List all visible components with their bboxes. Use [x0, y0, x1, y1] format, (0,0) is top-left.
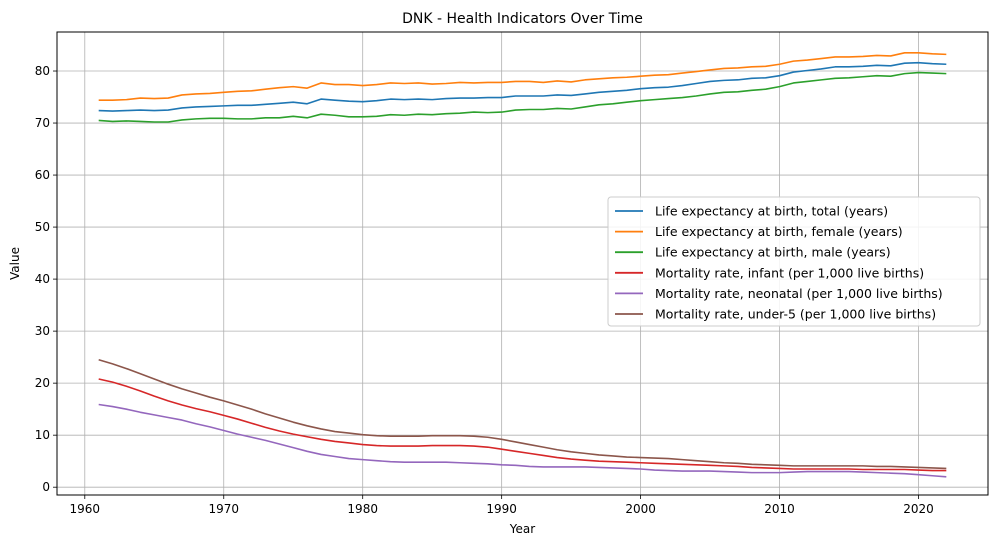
x-tick-label: 1990	[486, 502, 517, 516]
legend-label: Mortality rate, neonatal (per 1,000 live…	[655, 286, 943, 301]
y-tick-label: 50	[35, 220, 50, 234]
series-line-2	[98, 52, 947, 101]
series-line-1	[98, 61, 947, 112]
legend-label: Life expectancy at birth, female (years)	[655, 224, 903, 239]
legend-label: Life expectancy at birth, total (years)	[655, 204, 888, 219]
legend-label: Life expectancy at birth, male (years)	[655, 245, 891, 260]
y-tick-label: 40	[35, 272, 50, 286]
legend-label: Mortality rate, infant (per 1,000 live b…	[655, 265, 924, 280]
grid	[57, 32, 988, 495]
y-tick-label: 20	[35, 376, 50, 390]
y-tick-label: 80	[35, 64, 50, 78]
y-tick-label: 0	[42, 480, 50, 494]
y-tick-label: 10	[35, 428, 50, 442]
series-line-5	[98, 403, 947, 478]
y-tick-label: 30	[35, 324, 50, 338]
x-tick-label: 1970	[208, 502, 239, 516]
legend: Life expectancy at birth, total (years) L…	[607, 196, 981, 327]
x-tick-label: 2000	[625, 502, 656, 516]
x-axis-label: Year	[509, 522, 535, 536]
x-tick-label: 2010	[764, 502, 795, 516]
axis-ticks: 1960 1970 1980 1990 2000 2010 2020 0 10 20 30 40 50 6…	[35, 64, 934, 516]
x-tick-label: 1960	[70, 502, 101, 516]
legend-box	[607, 196, 981, 327]
x-tick-label: 2020	[903, 502, 934, 516]
series-lines	[98, 52, 947, 478]
series-line-4	[98, 378, 947, 472]
x-tick-label: 1980	[347, 502, 378, 516]
series-line-6	[98, 358, 947, 470]
plot-frame	[56, 31, 989, 496]
legend-label: Mortality rate, under-5 (per 1,000 live …	[655, 307, 936, 322]
y-tick-label: 70	[35, 116, 50, 130]
chart-title: DNK - Health Indicators Over Time	[402, 11, 643, 27]
y-tick-label: 60	[35, 168, 50, 182]
series-line-3	[98, 71, 947, 123]
y-axis-label: Value	[8, 247, 22, 280]
